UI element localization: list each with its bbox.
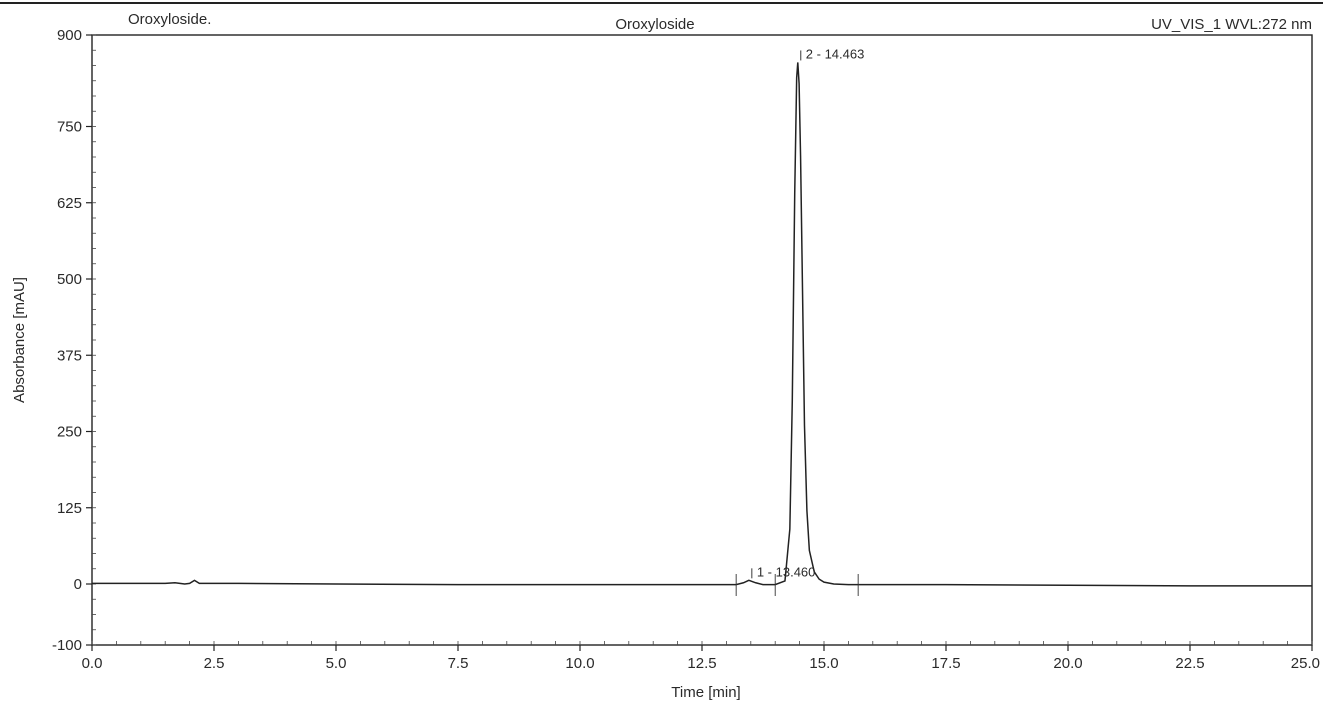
y-tick-label: 250: [57, 424, 82, 441]
x-tick-label: 7.5: [448, 655, 469, 672]
y-tick-label: 500: [57, 271, 82, 288]
x-tick-label: 12.5: [687, 655, 716, 672]
sample-name-label: Oroxyloside.: [128, 11, 211, 28]
y-tick-label: 0: [74, 576, 82, 593]
plot-frame: [91, 34, 1313, 646]
x-tick-label: 25.0: [1291, 655, 1320, 672]
chromatogram-trace: [92, 62, 1312, 587]
y-axis-title: Absorbance [mAU]: [11, 277, 28, 403]
x-axis: 0.0 2.5 5.0 7.5 10.0 12.5 15.0 17.5 20.0 22.5 25.0: [82, 641, 1320, 672]
channel-label: UV_VIS_1 WVL:272 nm: [1151, 16, 1312, 33]
peak-label: 1 - 13.460: [757, 564, 816, 579]
x-axis-title: Time [min]: [671, 684, 740, 701]
x-tick-label: 20.0: [1053, 655, 1082, 672]
peak-label: 2 - 14.463: [806, 46, 865, 61]
y-tick-label: 625: [57, 195, 82, 212]
y-tick-label: 125: [57, 500, 82, 517]
y-tick-label: -100: [52, 637, 82, 654]
y-axis: -100 0 125 250 375 500 625 750 900: [52, 27, 96, 654]
x-tick-label: 2.5: [204, 655, 225, 672]
x-tick-label: 5.0: [326, 655, 347, 672]
y-tick-label: 900: [57, 27, 82, 44]
chart-title: Oroxyloside: [615, 16, 694, 33]
peak-markers: 1 - 13.460 2 - 14.463: [735, 46, 865, 596]
y-tick-label: 750: [57, 119, 82, 136]
x-tick-label: 22.5: [1175, 655, 1204, 672]
x-tick-label: 15.0: [809, 655, 838, 672]
y-tick-label: 375: [57, 347, 82, 364]
x-tick-label: 0.0: [82, 655, 103, 672]
x-tick-label: 10.0: [565, 655, 594, 672]
x-tick-label: 17.5: [931, 655, 960, 672]
